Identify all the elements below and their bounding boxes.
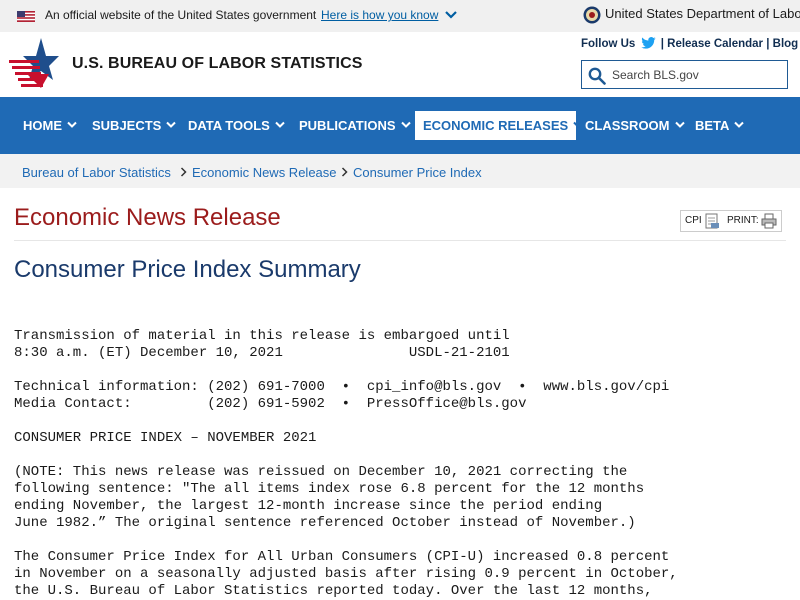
nav-item-subjects[interactable]: SUBJECTS <box>84 111 184 140</box>
site-title[interactable]: U.S. BUREAU OF LABOR STATISTICS <box>72 55 363 72</box>
chevron-down-icon <box>166 121 177 128</box>
print-label[interactable]: PRINT: <box>727 215 759 226</box>
nav-item-label: BETA <box>695 118 730 133</box>
bls-star-logo[interactable] <box>9 38 59 92</box>
chevron-down-icon <box>734 121 745 128</box>
chevron-down-icon <box>275 121 285 128</box>
chevron-down-icon <box>573 121 583 128</box>
nav-item-classroom[interactable]: CLASSROOM <box>577 111 693 140</box>
release-body-text: Transmission of material in this release… <box>14 328 678 599</box>
chevron-down-icon <box>67 121 77 128</box>
twitter-icon[interactable] <box>640 37 656 49</box>
nav-item-beta[interactable]: BETA <box>687 111 752 140</box>
section-title: Economic News Release <box>14 204 281 231</box>
search-icon[interactable] <box>588 67 606 85</box>
nav-item-data-tools[interactable]: DATA TOOLS <box>180 111 293 140</box>
department-link[interactable]: United States Department of Labor <box>605 6 800 21</box>
breadcrumb-cpi[interactable]: Consumer Price Index <box>353 165 482 180</box>
breadcrumb-economic-news-release[interactable]: Economic News Release <box>192 165 337 180</box>
header-separator: | <box>766 38 770 50</box>
chevron-right-icon <box>180 167 187 177</box>
release-tools: CPI PRINT: <box>680 210 782 232</box>
breadcrumb: Bureau of Labor Statistics Economic News… <box>0 154 800 188</box>
nav-item-label: PUBLICATIONS <box>299 118 396 133</box>
header-separator: | <box>660 38 664 50</box>
gov-banner: An official website of the United States… <box>0 0 800 32</box>
search-input[interactable] <box>612 62 784 87</box>
search-box <box>581 60 788 89</box>
chevron-down-icon[interactable] <box>444 9 458 21</box>
main-nav: HOME SUBJECTS DATA TOOLS PUBLICATIONS EC… <box>0 97 800 154</box>
nav-item-home[interactable]: HOME <box>15 111 85 140</box>
official-site-text: An official website of the United States… <box>45 8 317 22</box>
document-icon[interactable] <box>704 213 720 229</box>
title-divider <box>14 240 786 241</box>
nav-item-label: CLASSROOM <box>585 118 670 133</box>
release-calendar-link[interactable]: Release Calendar <box>667 38 764 50</box>
blog-link[interactable]: Blog <box>772 38 799 50</box>
nav-item-publications[interactable]: PUBLICATIONS <box>291 111 419 140</box>
cpi-pdf-label[interactable]: CPI <box>685 215 702 226</box>
nav-item-label: DATA TOOLS <box>188 118 270 133</box>
follow-us-label: Follow Us <box>581 38 636 50</box>
printer-icon[interactable] <box>761 213 777 229</box>
breadcrumb-bls[interactable]: Bureau of Labor Statistics <box>22 165 171 180</box>
dol-seal-icon <box>583 6 601 24</box>
chevron-down-icon <box>400 121 411 128</box>
header-links: Follow Us | Release Calendar | Blog <box>581 37 798 50</box>
how-you-know-link[interactable]: Here is how you know <box>321 8 439 22</box>
nav-item-label: HOME <box>23 118 62 133</box>
nav-item-economic-releases[interactable]: ECONOMIC RELEASES <box>415 111 583 140</box>
chevron-right-icon <box>341 167 348 177</box>
us-flag-icon <box>17 11 35 22</box>
page-title: Consumer Price Index Summary <box>14 256 361 283</box>
nav-item-label: SUBJECTS <box>92 118 162 133</box>
chevron-down-icon <box>674 121 685 128</box>
nav-item-label: ECONOMIC RELEASES <box>423 118 569 133</box>
